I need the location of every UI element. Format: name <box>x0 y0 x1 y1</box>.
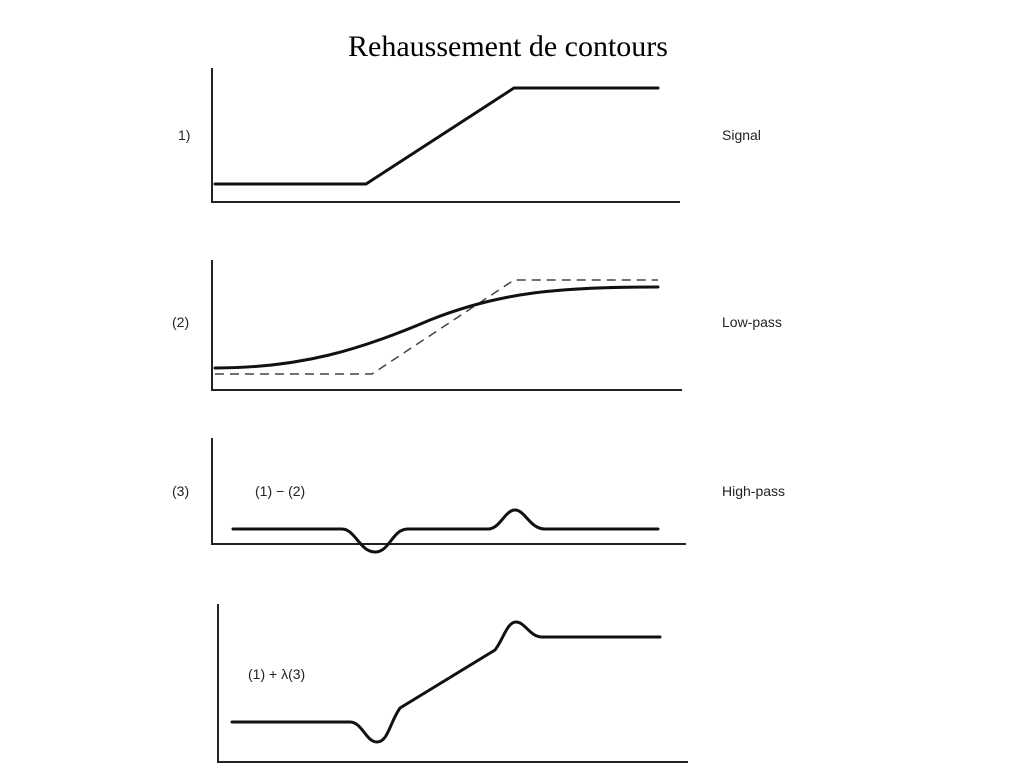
enhanced-signal-curve <box>230 620 662 744</box>
panel-1-name: Signal <box>722 127 761 143</box>
panel-enhanced: (1) + λ(3) <box>217 604 688 763</box>
page-title: Rehaussement de contours <box>348 30 668 63</box>
panel-2-number: (2) <box>172 314 189 330</box>
panel-1-number: 1) <box>178 127 190 143</box>
panel-3-axes <box>211 438 686 545</box>
panel-3-number: (3) <box>172 483 189 499</box>
panel-2-axes <box>211 260 682 391</box>
panel-2-name: Low-pass <box>722 314 782 330</box>
high-pass-curve <box>231 508 660 554</box>
panel-3-expression: (1) − (2) <box>255 483 305 499</box>
panel-1-axes <box>211 68 680 203</box>
panel-signal: 1) Signal <box>178 68 761 203</box>
signal-curve <box>213 86 660 186</box>
low-pass-curve <box>213 285 660 370</box>
panel-4-expression: (1) + λ(3) <box>248 666 305 682</box>
original-signal-dashed-curve <box>215 279 658 375</box>
panel-4-axes <box>217 604 688 763</box>
panel-low-pass: (2) Low-pass <box>172 260 782 391</box>
panel-3-name: High-pass <box>722 483 785 499</box>
panel-high-pass: (3) (1) − (2) High-pass <box>172 438 785 554</box>
